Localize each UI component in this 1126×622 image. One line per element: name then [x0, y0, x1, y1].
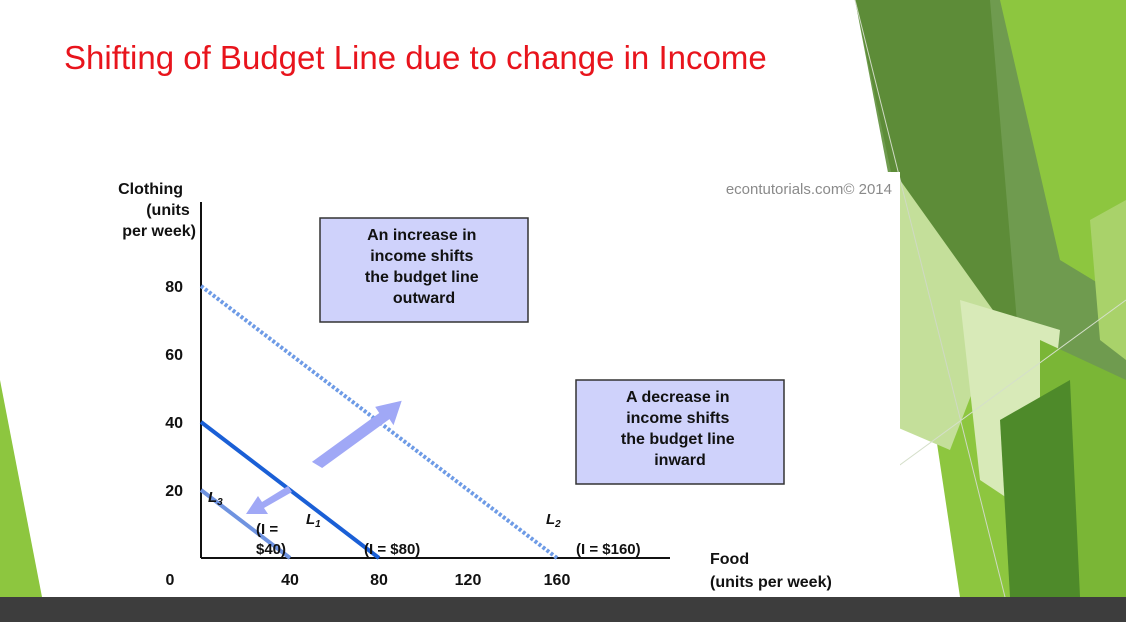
x-axis-label-line-2: (units per week) [710, 574, 832, 591]
budget-line-chart: econtutorials.com© 2014 Clothing (units … [60, 172, 900, 602]
annotation-decrease-line-4: inward [654, 452, 706, 469]
income-label-l3: $40) [256, 541, 286, 558]
y-tick-label: 40 [165, 415, 183, 432]
annotation-increase: An increase in income shifts the budget … [319, 217, 529, 323]
x-axis-label-line-1: Food [710, 551, 749, 568]
y-tick-label: 80 [165, 279, 183, 296]
decrease-arrow [246, 486, 292, 514]
annotation-increase-line-2: income shifts [370, 248, 473, 265]
series-label-l2: L2 [546, 511, 561, 530]
green-facet-left [0, 380, 42, 597]
annotation-decrease-line-3: the budget line [621, 431, 735, 448]
x-tick-label: 120 [455, 572, 482, 589]
annotation-decrease: A decrease in income shifts the budget l… [575, 379, 785, 485]
annotation-increase-line-1: An increase in [367, 227, 476, 244]
increase-arrow [311, 400, 402, 469]
annotation-increase-line-4: outward [393, 290, 455, 307]
green-facet-8 [1000, 380, 1080, 597]
series-label-l1: L1 [306, 511, 321, 530]
annotation-increase-box [319, 217, 529, 323]
budget-line-l3 [199, 488, 292, 560]
facet-edge-1 [854, 0, 1006, 598]
x-tick-label: 40 [281, 572, 299, 589]
y-axis-label-line-1: Clothing [118, 181, 183, 198]
annotation-decrease-line-1: A decrease in [626, 389, 729, 406]
income-label-l3: (I = [256, 521, 278, 538]
annotation-decrease-text: A decrease in income shifts the budget l… [621, 389, 739, 469]
y-axis-label-line-2: (units [146, 202, 190, 219]
y-tick-label: 60 [165, 347, 183, 364]
slide-title: Shifting of Budget Line due to change in… [64, 39, 767, 76]
y-tick-label: 20 [165, 483, 183, 500]
annotation-increase-text: An increase in income shifts the budget … [365, 227, 483, 307]
income-label-l2: (I = $160) [576, 541, 641, 558]
x-axis-label: Food (units per week) [710, 551, 832, 591]
x-tick-label: 160 [544, 572, 571, 589]
series-label-l3: L3 [208, 489, 223, 508]
chart-credit: econtutorials.com© 2014 [726, 181, 892, 198]
x-tick-label: 80 [370, 572, 388, 589]
x-tick-label: 0 [166, 572, 175, 589]
y-axis-label-line-3: per week) [122, 223, 196, 240]
y-axis-label: Clothing (units per week) [118, 181, 196, 240]
income-label-l1: (I = $80) [364, 541, 420, 558]
annotation-decrease-box [575, 379, 785, 485]
annotation-decrease-line-2: income shifts [626, 410, 729, 427]
bottom-bar [0, 597, 1126, 622]
annotation-increase-line-3: the budget line [365, 269, 479, 286]
